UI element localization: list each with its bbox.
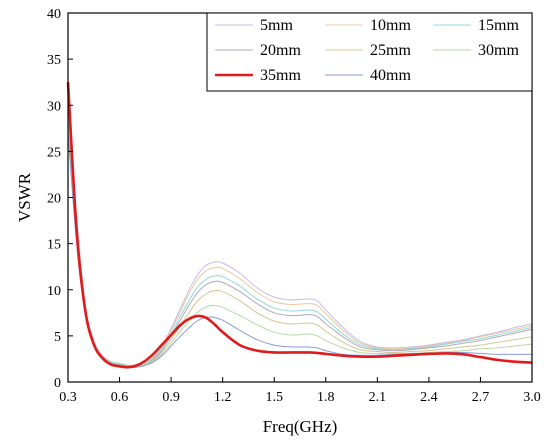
legend-label-35mm: 35mm: [260, 67, 301, 84]
series-line-10mm: [67, 109, 533, 367]
series-line-15mm: [67, 114, 533, 367]
legend-label-10mm: 10mm: [370, 17, 411, 34]
legend-label-25mm: 25mm: [370, 42, 411, 59]
x-axis-title: Freq(GHz): [263, 417, 338, 436]
series-line-5mm: [67, 105, 533, 367]
legend-label-5mm: 5mm: [260, 17, 293, 34]
y-tick-label: 10: [47, 284, 61, 299]
y-tick-label: 25: [47, 145, 61, 160]
x-tick-label: 1.2: [214, 390, 232, 405]
series-line-35mm: [66, 82, 533, 369]
x-tick-label: 1.5: [265, 390, 283, 405]
y-tick-label: 35: [47, 53, 61, 68]
y-tick-label: 0: [54, 376, 61, 391]
axis-ticks: 0.3 0.6 0.9 1.2 1.5 1.8 2.1 2.4 2.7 3.0 0 5 10 15 20 25…: [47, 7, 541, 405]
legend-label-15mm: 15mm: [478, 17, 519, 34]
legend-label-30mm: 30mm: [478, 42, 519, 59]
y-tick-label: 20: [47, 192, 61, 207]
x-tick-label: 1.8: [317, 390, 335, 405]
x-tick-label: 0.9: [162, 390, 180, 405]
series-line-25mm: [67, 123, 533, 368]
y-tick-label: 15: [47, 238, 61, 253]
y-tick-label: 30: [47, 99, 61, 114]
x-tick-label: 3.0: [523, 390, 541, 405]
legend-box: [206, 12, 533, 92]
legend: 5mm 10mm 15mm 20mm 25mm 30mm 35mm 40mm: [206, 12, 533, 92]
x-tick-label: 2.1: [369, 390, 387, 405]
x-tick-label: 2.7: [472, 390, 490, 405]
x-tick-label: 0.3: [59, 390, 77, 405]
series-line-20mm: [67, 119, 533, 367]
series-line-30mm: [67, 128, 533, 368]
y-axis-title: VSWR: [15, 172, 34, 222]
legend-label-20mm: 20mm: [260, 42, 301, 59]
series-layer: [66, 82, 533, 369]
y-tick-label: 40: [47, 7, 61, 22]
legend-label-40mm: 40mm: [370, 67, 411, 84]
y-tick-label: 5: [54, 330, 61, 345]
x-tick-label: 0.6: [111, 390, 129, 405]
series-line-40mm: [67, 132, 532, 368]
x-tick-label: 2.4: [420, 390, 438, 405]
